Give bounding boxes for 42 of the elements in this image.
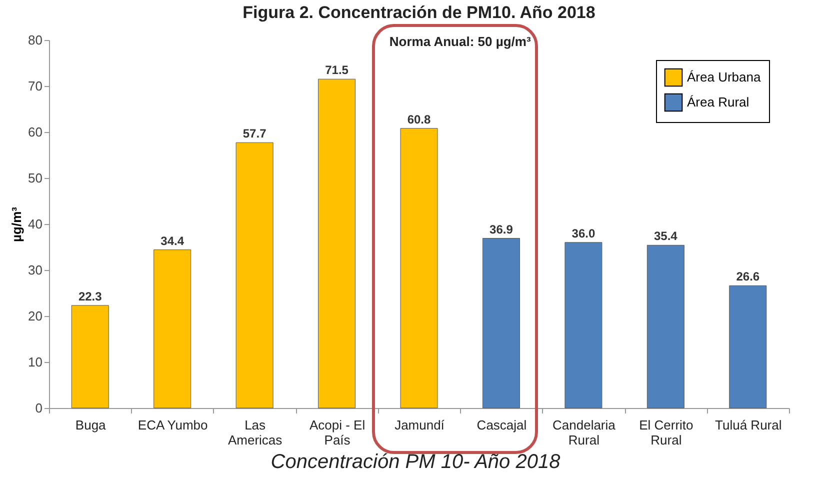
y-tick-label: 20	[28, 308, 42, 324]
chart-title: Figura 2. Concentración de PM10. Año 2018	[242, 3, 596, 22]
legend-label: Área Rural	[687, 94, 750, 110]
text: Concentración PM 10- Año 2018	[270, 451, 562, 474]
y-tick-label: 30	[28, 262, 42, 278]
x-tick-label: Candelaria Rural	[552, 418, 616, 448]
y-tick-label: 70	[28, 78, 42, 94]
bar	[729, 285, 767, 408]
x-tick-label: El Cerrito Rural	[639, 418, 694, 448]
x-tick-label: Jamundí	[394, 418, 445, 432]
annotation: Norma Anual: 50 µg/m³	[389, 34, 532, 49]
data-label: 60.8	[407, 112, 431, 126]
data-label: 36.0	[572, 226, 596, 240]
bar	[400, 128, 438, 408]
data-label: 35.4	[654, 229, 678, 244]
y-tick-label: 0	[35, 400, 42, 416]
legend-label: Área Urbana	[687, 70, 762, 84]
bar	[482, 238, 520, 408]
bar	[71, 305, 109, 408]
x-tick-label: ECA Yumbo	[138, 418, 208, 432]
y-axis-title: µg/m³	[9, 206, 24, 242]
bar	[154, 250, 192, 408]
bar	[646, 244, 684, 408]
y-tick-label: 10	[28, 354, 42, 370]
data-label: 71.5	[325, 63, 349, 78]
bar	[236, 142, 274, 408]
x-tick-label: Buga	[75, 418, 107, 432]
x-tick-label: Acopi - El País	[309, 418, 366, 448]
bar	[564, 242, 602, 408]
bar	[318, 78, 356, 408]
x-tick-label: Tuluá Rural	[715, 418, 782, 432]
data-label: 57.7	[242, 126, 267, 141]
y-tick-label: 40	[28, 216, 42, 232]
data-label: 26.6	[736, 270, 760, 284]
data-label: 36.9	[490, 222, 514, 236]
y-tick-label: 60	[28, 124, 42, 140]
data-label: 22.3	[78, 289, 102, 304]
y-tick-label: 50	[28, 170, 42, 186]
data-label: 34.4	[160, 234, 184, 248]
x-tick-label: Las Americas	[228, 418, 283, 448]
y-tick-label: 80	[28, 32, 42, 48]
x-tick-label: Cascajal	[476, 418, 527, 432]
